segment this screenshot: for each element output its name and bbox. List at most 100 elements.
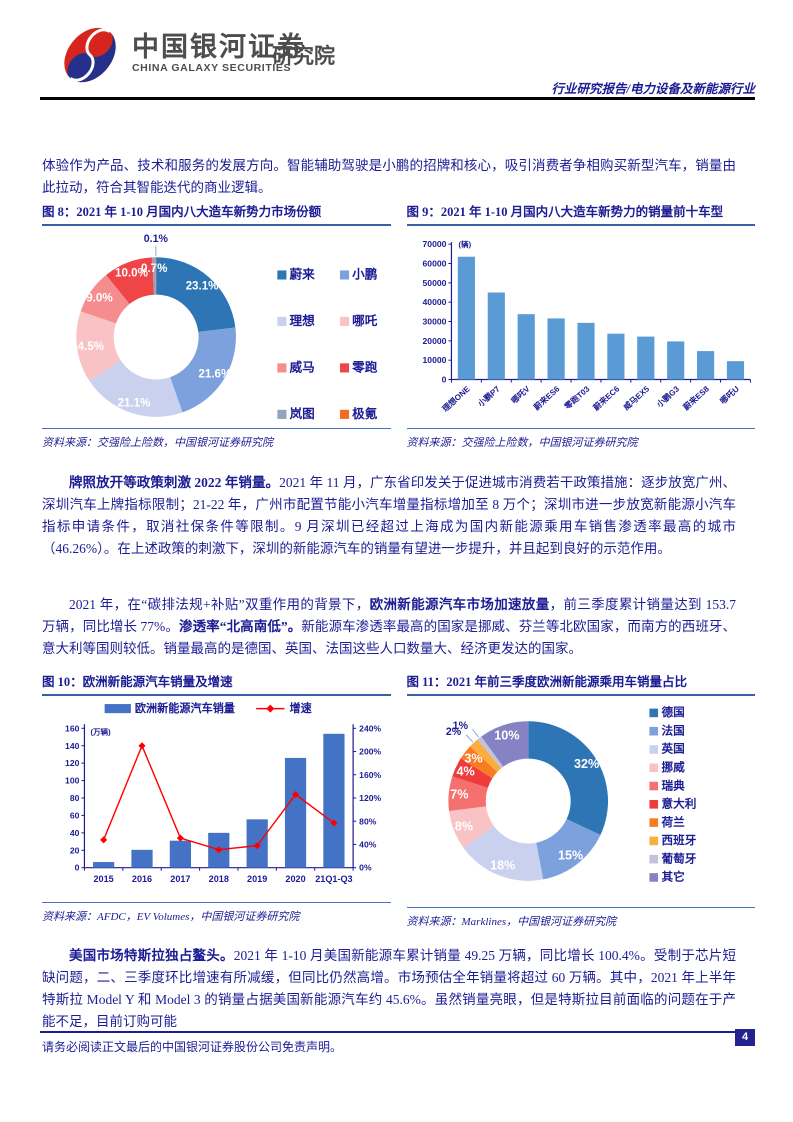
fig11-europe-share-donut-chart: 32% 15% 18% 8% 7% 4%3% 2%1% 10% 德国法国英国挪威瑞典意大利荷兰西… xyxy=(445,705,696,884)
legend-swatch xyxy=(339,363,350,373)
slice-label: 3% xyxy=(464,752,482,766)
galaxy-logo-icon xyxy=(64,27,116,83)
x-category-label: 蔚来ES6 xyxy=(531,383,561,412)
bar-威马EX5 xyxy=(636,336,654,380)
legend-label: 葡萄牙 xyxy=(660,851,696,865)
left-tick-label: 120 xyxy=(65,758,80,768)
figure-9: 图 9：2021 年 1-10 月国内八大造车新势力的销量前十车型 0 10000… xyxy=(406,201,755,450)
footer-divider xyxy=(40,1031,755,1033)
y-tick-label: 40000 xyxy=(422,297,446,307)
right-tick-label: 240% xyxy=(359,723,381,733)
slice-label: 0.7% xyxy=(141,262,168,275)
left-tick-label: 0 xyxy=(75,863,80,873)
x-category-label: 哪吒U xyxy=(717,384,740,406)
bar-哪吒U xyxy=(726,361,744,380)
bar-2017 xyxy=(169,840,191,868)
line-marker xyxy=(253,842,261,850)
legend-label: 极氪 xyxy=(352,406,378,421)
slice-label: 15% xyxy=(558,849,583,863)
right-tick-label: 80% xyxy=(359,816,377,826)
figure-10-title: 图 10：欧洲新能源汽车销量及增速 xyxy=(42,671,391,696)
fig10-europe-sales-combo-chart: 0 20 40 60 80 100 120 140 160 0% 40% 80% 120% 160% 200… xyxy=(65,701,381,884)
legend-swatch xyxy=(339,409,350,419)
slice-label: 10.0% xyxy=(115,266,149,279)
y-tick-label: 0 xyxy=(441,375,446,385)
x-category-label: 2015 xyxy=(94,874,114,884)
bar-理想ONE xyxy=(457,256,475,380)
right-tick-label: 200% xyxy=(359,747,381,757)
legend-label: 增速 xyxy=(289,701,311,715)
figure-9-title: 图 9：2021 年 1-10 月国内八大造车新势力的销量前十车型 xyxy=(406,201,755,226)
legend-swatch xyxy=(277,316,287,326)
bar-蔚来EC6 xyxy=(606,333,624,380)
legend-swatch xyxy=(277,363,287,373)
legend-label: 欧洲新能源汽车销量 xyxy=(135,701,235,715)
fig8-market-share-donut-chart: 23.1% 21.6% 21.1% 14.5% 9.0%10.0%0.7% 0.1% 蔚来 小… xyxy=(71,233,378,421)
pie-slice-法国 xyxy=(535,819,600,880)
line-marker xyxy=(100,836,108,844)
bar-21Q1-Q3 xyxy=(323,733,345,868)
legend-swatch xyxy=(648,726,658,736)
slice-label: 14.5% xyxy=(71,340,105,353)
legend-label: 威马 xyxy=(289,359,314,374)
pie-slice-德国 xyxy=(527,721,608,836)
left-tick-label: 60 xyxy=(70,810,80,820)
header-divider xyxy=(40,97,755,100)
slice-label: 4% xyxy=(456,765,474,779)
legend-label: 挪威 xyxy=(661,760,685,774)
figure-8-title: 图 8：2021 年 1-10 月国内八大造车新势力市场份额 xyxy=(42,201,391,226)
y-tick-label: 60000 xyxy=(422,259,446,269)
slice-label-outside: 0.1% xyxy=(144,233,169,245)
legend-swatch xyxy=(277,270,287,280)
pie-slice-荷兰 xyxy=(460,746,497,779)
legend-swatch xyxy=(648,745,658,754)
x-category-label: 2016 xyxy=(132,874,152,884)
axis-unit-label: (辆) xyxy=(458,239,471,249)
figure-11-source: 资料来源：Marklines，中国银河证券研究院 xyxy=(406,907,755,929)
right-tick-label: 160% xyxy=(359,770,381,780)
figure-11-title: 图 11：2021 年前三季度欧洲新能源乘用车销量占比 xyxy=(406,671,755,696)
figure-row-1: 图 8：2021 年 1-10 月国内八大造车新势力市场份额 23.1% 21.6… xyxy=(42,201,755,450)
x-category-label: 蔚来ES8 xyxy=(680,383,710,412)
x-category-label: 2018 xyxy=(209,874,229,884)
legend-swatch xyxy=(339,270,350,280)
pie-slice-极氪 xyxy=(155,257,157,295)
y-tick-label: 50000 xyxy=(422,278,446,288)
report-type-label: 行业研究报告/电力设备及新能源行业 xyxy=(551,82,755,96)
pie-slice-岚图 xyxy=(152,257,156,295)
legend-label: 英国 xyxy=(660,742,684,756)
bar-2016 xyxy=(131,849,153,868)
legend-label: 西班牙 xyxy=(661,833,696,847)
pie-slice-蔚来 xyxy=(156,257,236,332)
footer-disclaimer: 请务必阅读正文最后的中国银河证券股份公司免责声明。 xyxy=(42,1040,343,1054)
y-tick-label: 30000 xyxy=(422,317,446,327)
pie-slice-英国 xyxy=(463,825,543,881)
europe-paragraph: 2021 年，在“碳排法规+补贴”双重作用的背景下，欧洲新能源汽车市场加速放量，… xyxy=(42,596,737,656)
left-tick-label: 100 xyxy=(65,776,80,786)
figure-11: 图 11：2021 年前三季度欧洲新能源乘用车销量占比 32% 15% 18% 8% 7… xyxy=(406,671,755,929)
pie-slice-意大利 xyxy=(451,758,492,788)
slice-label: 8% xyxy=(454,820,472,834)
legend-label: 哪吒 xyxy=(352,313,378,328)
left-tick-label: 40 xyxy=(70,828,80,838)
pie-slice-其它 xyxy=(480,721,528,767)
line-marker xyxy=(176,834,184,842)
legend-label: 意大利 xyxy=(661,797,696,811)
legend-swatch xyxy=(648,800,658,809)
pie-slice-西班牙 xyxy=(469,739,501,772)
slice-label-outside: 1% xyxy=(452,720,468,732)
line-marker xyxy=(215,846,223,854)
legend-label: 理想 xyxy=(289,313,315,328)
brand-suffix: 研究院 xyxy=(272,45,335,68)
figure-10-source: 资料来源：AFDC，EV Volumes，中国银河证券研究院 xyxy=(42,902,391,924)
pie-slice-理想 xyxy=(89,360,183,417)
slice-label: 32% xyxy=(574,757,599,771)
bar-2015 xyxy=(93,862,115,868)
line-marker xyxy=(266,704,275,713)
x-category-label: 2017 xyxy=(170,874,190,884)
x-category-label: 蔚来EC6 xyxy=(590,383,621,412)
x-category-label: 理想ONE xyxy=(440,383,472,413)
pie-slice-小鹏 xyxy=(170,327,236,413)
legend-label: 零跑 xyxy=(351,359,378,374)
